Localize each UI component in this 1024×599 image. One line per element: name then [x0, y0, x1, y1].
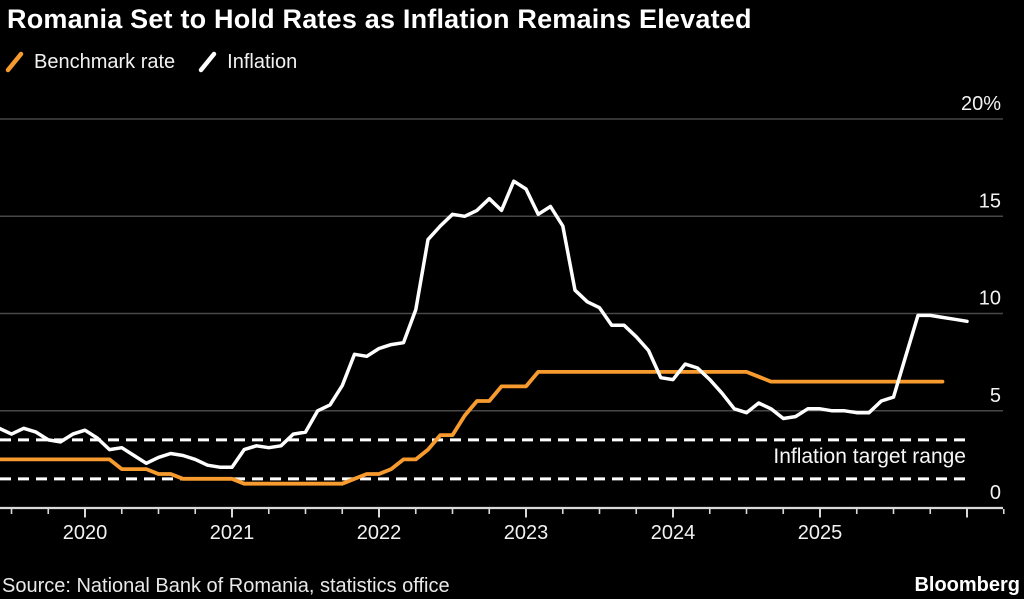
x-axis-year-label: 2024: [651, 522, 696, 544]
y-axis-label: 15: [979, 190, 1001, 212]
inflation-line: [0, 179, 969, 469]
source-note: Source: National Bank of Romania, statis…: [2, 575, 450, 597]
chart-legend: Benchmark rate Inflation: [5, 50, 297, 74]
chart-title: Romania Set to Hold Rates as Inflation R…: [7, 4, 752, 34]
legend-label-inflation: Inflation: [227, 50, 298, 73]
legend-item-inflation: Inflation: [198, 50, 297, 74]
y-axis-label: 10: [979, 288, 1001, 310]
x-axis-year-label: 2021: [210, 522, 255, 544]
legend-label-benchmark-rate: Benchmark rate: [34, 50, 176, 73]
legend-item-benchmark-rate: Benchmark rate: [5, 50, 175, 74]
benchmark-rate-line: [0, 369, 945, 486]
x-axis-year-label: 2020: [63, 522, 108, 544]
x-axis-year-label: 2023: [504, 522, 549, 544]
inflation-target-range-label: Inflation target range: [773, 445, 966, 468]
bloomberg-logo: Bloomberg: [914, 574, 1020, 596]
y-axis-label: 0: [990, 482, 1001, 504]
x-axis-year-label: 2022: [357, 522, 402, 544]
y-axis-label: 20%: [961, 93, 1001, 115]
benchmark-rate-slash-icon: [5, 51, 24, 73]
inflation-slash-icon: [198, 51, 217, 73]
y-axis-label: 5: [990, 385, 1001, 407]
x-axis-year-label: 2025: [798, 522, 843, 544]
